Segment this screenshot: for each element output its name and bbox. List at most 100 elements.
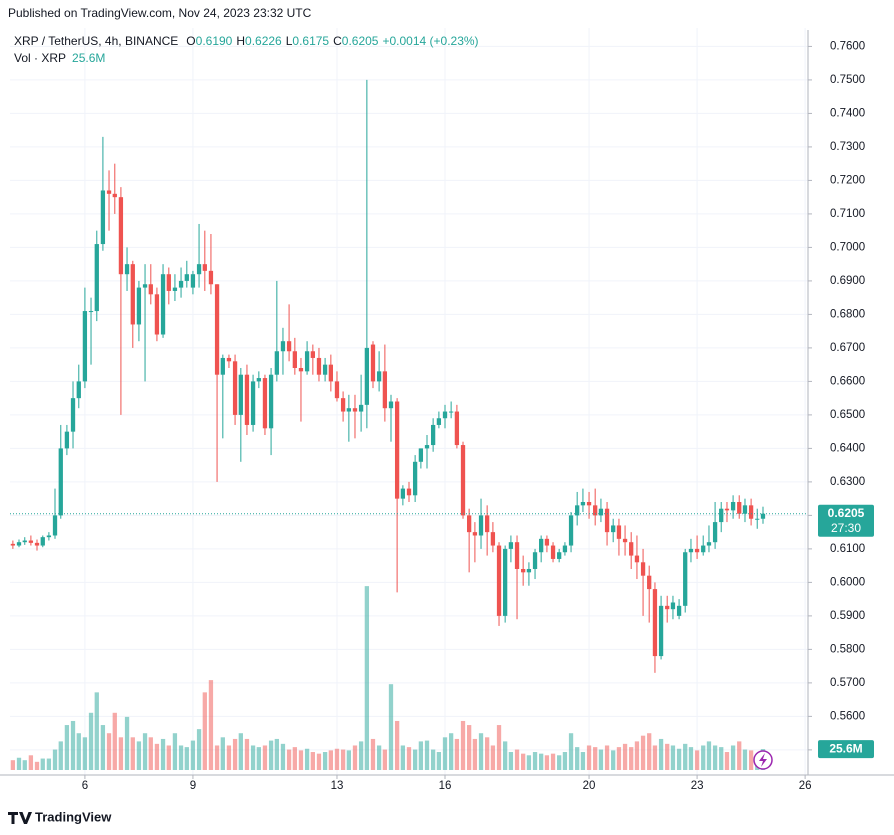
candle-body bbox=[634, 555, 640, 563]
volume-bar bbox=[280, 743, 286, 770]
y-tick-label: 0.7200 bbox=[830, 174, 865, 186]
candle-body bbox=[316, 357, 322, 375]
candle-body bbox=[724, 508, 730, 511]
candle-body bbox=[742, 505, 748, 514]
brand-logo bbox=[8, 812, 32, 824]
candle-body bbox=[46, 535, 52, 538]
candle-body bbox=[76, 381, 81, 399]
volume-bar bbox=[478, 733, 484, 770]
candle-body bbox=[220, 357, 225, 375]
volume-bar bbox=[688, 747, 694, 770]
volume-bar bbox=[539, 753, 544, 770]
candle-body bbox=[478, 515, 484, 536]
volume-bar bbox=[256, 747, 261, 770]
candle-body bbox=[352, 408, 358, 412]
candle-body bbox=[658, 605, 664, 657]
candle-body bbox=[16, 542, 22, 546]
volume-bar bbox=[76, 733, 81, 770]
volume-bar bbox=[634, 741, 640, 770]
volume-bar bbox=[670, 745, 676, 770]
volume-bar bbox=[454, 738, 460, 770]
volume-bar bbox=[268, 740, 274, 770]
candle-body bbox=[100, 190, 106, 245]
volume-bar bbox=[64, 725, 70, 770]
volume-bar bbox=[160, 738, 166, 770]
candle-body bbox=[334, 381, 340, 399]
candle-body bbox=[526, 568, 532, 573]
candle-body bbox=[652, 589, 658, 657]
volume-bar bbox=[190, 740, 196, 770]
volume-bar bbox=[406, 747, 412, 770]
candle-body bbox=[238, 374, 243, 415]
candle-body bbox=[292, 351, 297, 369]
candle-body bbox=[274, 351, 279, 375]
volume-bar bbox=[586, 745, 592, 770]
candles bbox=[10, 79, 808, 673]
candle-body bbox=[298, 368, 304, 372]
candle-body bbox=[394, 401, 400, 499]
symbol: XRP / TetherUS, 4h, BINANCE bbox=[14, 34, 178, 48]
volume-bar bbox=[130, 737, 135, 770]
volume-bar bbox=[28, 755, 34, 770]
candle-body bbox=[568, 515, 574, 546]
y-tick-label: 0.6500 bbox=[830, 409, 865, 421]
candle-body bbox=[521, 568, 526, 573]
ohlc-value: 0.6175 bbox=[292, 34, 329, 48]
candle-body bbox=[58, 448, 63, 516]
candle-body bbox=[346, 408, 352, 412]
volume-bar bbox=[532, 752, 538, 770]
candle-body bbox=[532, 552, 538, 569]
volume-bar bbox=[322, 752, 328, 770]
volume-bar bbox=[100, 725, 106, 770]
volume-bar bbox=[370, 738, 376, 770]
candle-body bbox=[22, 540, 27, 543]
y-tick-label: 0.6600 bbox=[830, 375, 865, 387]
volume-bar bbox=[508, 752, 514, 770]
volume-title: Vol · XRP bbox=[14, 51, 66, 65]
candle-body bbox=[575, 505, 580, 516]
x-tick-label: 6 bbox=[82, 780, 88, 792]
candle-body bbox=[124, 264, 130, 275]
candle-body bbox=[364, 347, 370, 405]
y-tick-label: 0.6700 bbox=[830, 342, 865, 354]
ohlc-value: 0.6190 bbox=[196, 34, 233, 48]
candle-body bbox=[616, 525, 622, 539]
volume-bar bbox=[250, 745, 256, 770]
volume-bar bbox=[521, 753, 526, 770]
candle-body bbox=[706, 542, 712, 546]
volume-bar bbox=[238, 733, 243, 770]
y-tick-label: 0.5900 bbox=[830, 610, 865, 622]
volume-bar bbox=[172, 733, 178, 770]
volume-bar bbox=[430, 749, 436, 770]
volume-bar bbox=[472, 738, 478, 770]
volume-bar bbox=[58, 741, 63, 770]
candle-body bbox=[250, 381, 256, 425]
y-tick-label: 0.5700 bbox=[830, 677, 865, 689]
y-tick-label: 0.7500 bbox=[830, 74, 865, 86]
y-tick-label: 0.7400 bbox=[830, 107, 865, 119]
published-note: Published on TradingView.com, Nov 24, 20… bbox=[8, 6, 312, 20]
volume-bar bbox=[208, 680, 214, 770]
change: +0.0014 (+0.23%) bbox=[382, 34, 478, 48]
candle-body bbox=[286, 341, 292, 352]
candle-body bbox=[94, 244, 99, 312]
volume-bar bbox=[568, 733, 574, 770]
candle-body bbox=[214, 284, 220, 375]
candle-body bbox=[730, 501, 736, 511]
volume-bar bbox=[328, 750, 333, 770]
y-tick-label: 0.6000 bbox=[830, 576, 865, 588]
candle-body bbox=[142, 284, 148, 288]
volume-bar bbox=[611, 750, 616, 770]
candle-body bbox=[430, 424, 436, 446]
candle-body bbox=[406, 488, 412, 496]
volume-bar bbox=[652, 745, 658, 770]
volume-bar bbox=[748, 750, 754, 770]
volume-bar bbox=[442, 737, 448, 770]
volume-bar bbox=[106, 733, 112, 770]
y-tick-label: 0.5800 bbox=[830, 643, 865, 655]
candle-body bbox=[701, 545, 706, 553]
x-tick-label: 23 bbox=[691, 780, 704, 792]
volume-bar bbox=[184, 747, 189, 770]
volume-bar bbox=[40, 758, 45, 770]
legend: XRP / TetherUS, 4h, BINANCE O0.6190 H0.622… bbox=[14, 34, 479, 48]
